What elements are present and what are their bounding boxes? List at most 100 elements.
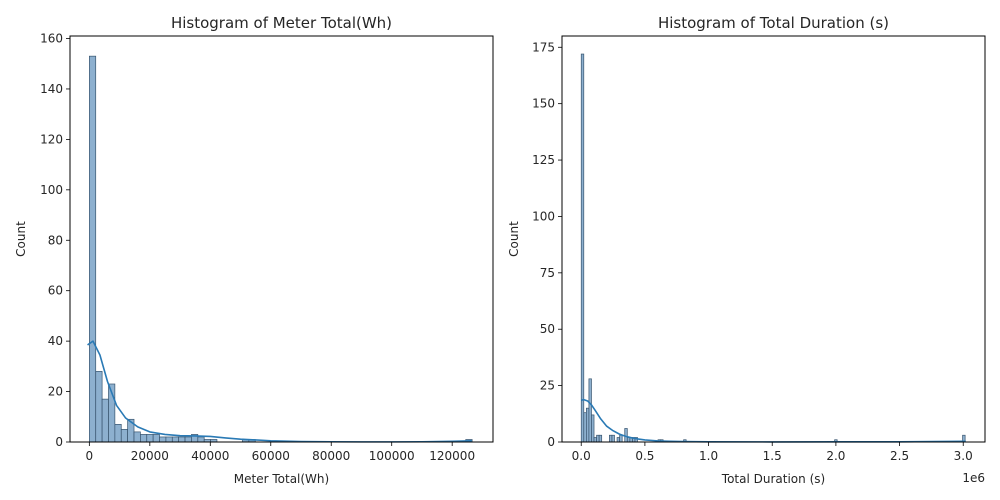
y-tick: 20 <box>48 385 70 399</box>
y-tick-label: 75 <box>540 266 555 280</box>
y-tick-label: 150 <box>532 97 555 111</box>
histogram-bar <box>609 434 613 443</box>
histogram-bar <box>101 398 109 443</box>
x-tick-label: 80000 <box>312 449 350 463</box>
histogram-bar <box>146 434 154 443</box>
histogram-bar <box>165 436 173 443</box>
histogram-bar <box>598 434 603 443</box>
x-tick: 100000 <box>369 442 415 463</box>
y-axis-label: Count <box>14 221 28 257</box>
y-tick-label: 160 <box>40 32 63 46</box>
y-tick-label: 80 <box>48 233 63 247</box>
histogram-bar <box>120 429 128 443</box>
chart-meter-total: Histogram of Meter Total(Wh) 0 20000 40000… <box>14 14 494 486</box>
histogram-bar <box>616 437 620 443</box>
y-tick: 140 <box>40 82 70 96</box>
y-tick: 150 <box>532 97 562 111</box>
y-tick: 0 <box>547 435 562 449</box>
y-tick-label: 25 <box>540 379 555 393</box>
histogram-bar <box>152 434 160 443</box>
histogram-bar <box>611 434 615 443</box>
histogram-bar <box>626 437 631 443</box>
y-tick-label: 125 <box>532 153 555 167</box>
y-tick-label: 140 <box>40 82 63 96</box>
y-tick-label: 20 <box>48 385 63 399</box>
chart-title: Histogram of Total Duration (s) <box>658 14 889 32</box>
y-tick: 25 <box>540 379 562 393</box>
x-tick-label: 100000 <box>369 449 415 463</box>
y-tick: 75 <box>540 266 562 280</box>
histogram-bar <box>88 55 97 443</box>
x-tick-label: 2.0 <box>826 449 845 463</box>
chart-total-duration: Histogram of Total Duration (s) 0.0 0.5 1.… <box>507 14 986 486</box>
histogram-bar <box>178 436 186 443</box>
x-tick-label: 0.0 <box>572 449 591 463</box>
x-axis-label: Meter Total(Wh) <box>234 472 329 486</box>
x-tick: 40000 <box>191 442 229 463</box>
histogram-bar <box>619 434 623 443</box>
x-tick: 1.0 <box>699 442 718 463</box>
x-tick: 0.0 <box>572 442 591 463</box>
histogram-bar <box>583 412 587 443</box>
histogram-bar <box>114 424 122 443</box>
x-tick-label: 60000 <box>252 449 290 463</box>
x-tick-label: 1.0 <box>699 449 718 463</box>
x-tick: 1.5 <box>763 442 782 463</box>
y-tick: 125 <box>532 153 562 167</box>
x-axis-label: Total Duration (s) <box>721 472 825 486</box>
x-tick-label: 2.5 <box>890 449 909 463</box>
y-tick-label: 100 <box>40 183 63 197</box>
y-tick: 50 <box>540 322 562 336</box>
x-tick-label: 3.0 <box>954 449 973 463</box>
x-tick: 20000 <box>131 442 169 463</box>
y-tick-label: 175 <box>532 40 555 54</box>
histogram-bar <box>133 431 141 443</box>
histogram-bar <box>591 414 595 443</box>
x-tick: 2.0 <box>826 442 845 463</box>
y-tick: 60 <box>48 284 70 298</box>
x-tick: 120000 <box>429 442 475 463</box>
axes-frame <box>69 35 494 443</box>
y-tick-label: 0 <box>547 435 555 449</box>
x-tick-label: 120000 <box>429 449 475 463</box>
histogram-bar <box>184 436 192 443</box>
x-tick-label: 0 <box>86 449 94 463</box>
x-tick-label: 0.5 <box>635 449 654 463</box>
histogram-bar <box>624 428 628 443</box>
histogram-bar <box>197 436 205 443</box>
histogram-bar <box>580 53 585 443</box>
x-tick-label: 1.5 <box>763 449 782 463</box>
y-tick: 100 <box>532 209 562 223</box>
y-axis-label: Count <box>507 221 521 257</box>
histogram-bar <box>596 434 600 443</box>
x-tick: 2.5 <box>890 442 909 463</box>
histogram-bar <box>159 436 167 443</box>
histogram-bar <box>593 437 597 443</box>
x-tick-label: 40000 <box>191 449 229 463</box>
x-axis-ticks: 0.0 0.5 1.0 1.5 2.0 2.5 3.0 <box>572 442 973 463</box>
y-tick: 100 <box>40 183 70 197</box>
y-tick: 40 <box>48 334 70 348</box>
histogram-bar <box>588 378 592 443</box>
x-axis-ticks: 0 20000 40000 60000 80000 100000 120000 <box>86 442 475 463</box>
histogram-bar <box>95 371 103 443</box>
histogram-bar <box>140 434 148 443</box>
x-tick: 0.5 <box>635 442 654 463</box>
x-tick: 3.0 <box>954 442 973 463</box>
y-tick: 80 <box>48 233 70 247</box>
x-tick: 0 <box>86 442 94 463</box>
x-tick-label: 20000 <box>131 449 169 463</box>
y-axis-ticks: 0 20 40 60 80 100 120 140 160 <box>40 32 70 449</box>
y-tick: 160 <box>40 32 70 46</box>
x-tick: 60000 <box>252 442 290 463</box>
histogram-bar <box>171 436 180 443</box>
y-tick: 120 <box>40 132 70 146</box>
y-tick: 175 <box>532 40 562 54</box>
y-tick-label: 60 <box>48 284 63 298</box>
y-tick-label: 100 <box>532 209 555 223</box>
x-tick: 80000 <box>312 442 350 463</box>
axes-frame <box>561 35 986 443</box>
y-tick: 0 <box>55 435 70 449</box>
